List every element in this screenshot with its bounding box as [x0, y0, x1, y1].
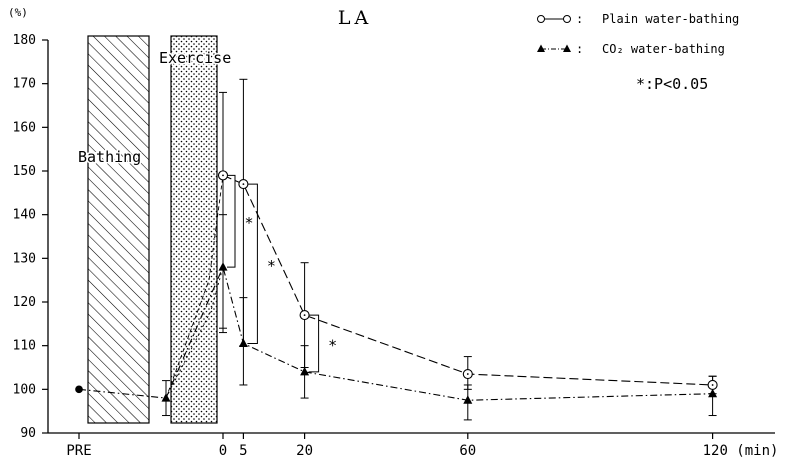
y-unit-label: (%) [8, 6, 28, 19]
y-tick-label: 170 [13, 77, 36, 92]
co2-error-bar [219, 214, 227, 334]
significance-bracket [227, 174, 236, 268]
legend: : Plain water-bathing : CO₂ water-bathin… [537, 12, 739, 93]
co2-point [300, 366, 310, 376]
co2-point [463, 395, 473, 404]
y-tick-label: 120 [13, 295, 36, 310]
x-tick-label: 120 (min) [703, 443, 779, 459]
y-tick-label: 140 [13, 208, 36, 223]
co2-point [75, 385, 83, 394]
legend-colon-co2: : [576, 42, 583, 56]
plain-point [299, 310, 310, 321]
y-tick-label: 150 [13, 164, 36, 179]
x-tick-label: 60 [459, 443, 476, 459]
legend-plain-label: Plain water-bathing [602, 12, 739, 26]
exercise-label: Exercise [159, 49, 231, 67]
x-tick-label: 20 [296, 443, 313, 459]
y-tick-label: 130 [13, 251, 36, 266]
significance-bracket [308, 314, 320, 373]
significance-mark: * [328, 336, 337, 354]
y-tick-label: 110 [13, 339, 36, 354]
plot-area: * * * [75, 78, 718, 421]
x-ticks: PRE 0 5 20 60 120 (min) [66, 433, 778, 459]
legend-co2-symbol [537, 44, 571, 52]
plain-series-line [222, 174, 713, 386]
co2-point [708, 388, 718, 398]
x-tick-label: 0 [219, 443, 227, 459]
significance-mark: * [244, 214, 253, 232]
bathing-region [87, 35, 150, 424]
exercise-region [170, 35, 218, 424]
significance-bracket [247, 183, 258, 344]
x-tick-label: 5 [239, 443, 247, 459]
legend-colon-plain: : [576, 12, 583, 26]
y-ticks: 90 100 110 120 130 140 150 160 170 180 [13, 33, 48, 441]
y-tick-label: 180 [13, 33, 36, 48]
plain-point [238, 179, 249, 190]
co2-point [218, 262, 228, 271]
y-tick-label: 90 [20, 426, 36, 441]
plain-point [707, 379, 718, 391]
y-tick-label: 100 [13, 382, 36, 397]
co2-point [238, 338, 248, 347]
co2-point [161, 393, 171, 402]
plain-point [217, 170, 229, 181]
chart-title: LA [338, 7, 372, 29]
plain-point [462, 368, 473, 380]
y-tick-label: 160 [13, 120, 36, 135]
legend-plain-symbol [537, 15, 571, 23]
legend-significance-label: *:P<0.05 [636, 75, 708, 93]
x-tick-label: PRE [66, 443, 91, 459]
significance-mark: * [267, 257, 276, 275]
legend-co2-label: CO₂ water-bathing [602, 42, 725, 56]
bathing-label: Bathing [78, 148, 141, 166]
